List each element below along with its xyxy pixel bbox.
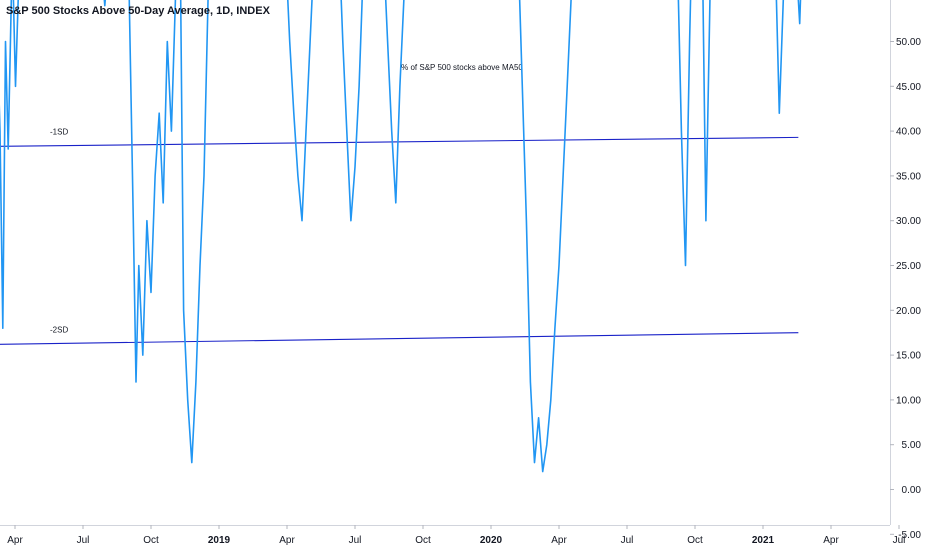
x-tick-label: Oct: [687, 535, 703, 546]
x-tick-label: Jul: [349, 535, 362, 546]
ref-line-label: -2SD: [50, 325, 68, 334]
x-tick-label: Jul: [77, 535, 90, 546]
series-line-s5fi: [0, 0, 802, 473]
x-tick-label: Oct: [415, 535, 431, 546]
x-tick-label: Oct: [143, 535, 159, 546]
y-tick-label: 25.00: [896, 261, 921, 272]
ref-line-2sd: [0, 332, 799, 345]
chart-title: S&P 500 Stocks Above 50-Day Average, 1D,…: [6, 5, 270, 17]
y-tick-label: 45.00: [896, 82, 921, 93]
y-tick-label: 15.00: [896, 351, 921, 362]
y-tick-label: 10.00: [896, 395, 921, 406]
x-tick-label: Apr: [279, 535, 295, 546]
y-tick-label: 35.00: [896, 171, 921, 182]
y-tick-label: 30.00: [896, 216, 921, 227]
x-tick-label: Jul: [621, 535, 634, 546]
x-tick-label: 2019: [208, 535, 231, 546]
chart-annotation: % of S&P 500 stocks above MA50: [401, 63, 523, 72]
y-tick-label: 20.00: [896, 306, 921, 317]
y-tick-label: 5.00: [902, 440, 922, 451]
x-tick-label: 2021: [752, 535, 775, 546]
ref-line-label: -1SD: [50, 127, 68, 136]
y-tick-label: 0.00: [902, 485, 922, 496]
x-tick-label: Jul: [893, 535, 906, 546]
y-tick-label: -5.00: [898, 530, 921, 541]
x-tick-label: Apr: [7, 535, 23, 546]
x-tick-label: Apr: [551, 535, 567, 546]
x-tick-label: 2020: [480, 535, 503, 546]
x-tick-label: Apr: [823, 535, 839, 546]
y-tick-label: 50.00: [896, 37, 921, 48]
ref-line-1sd: [0, 136, 799, 147]
y-tick-label: 40.00: [896, 127, 921, 138]
y-tick-label: 55.00: [896, 0, 921, 3]
